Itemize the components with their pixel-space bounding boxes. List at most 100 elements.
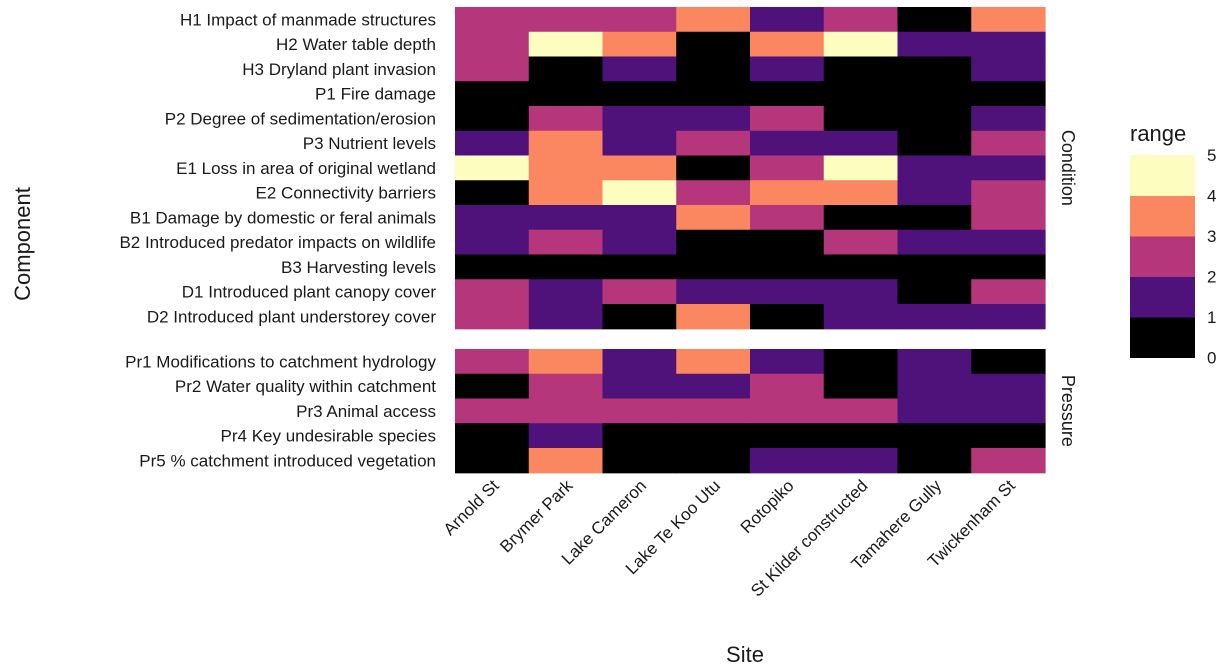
heatmap-cell bbox=[455, 31, 530, 58]
heatmap-cell bbox=[602, 31, 677, 58]
heatmap-cell bbox=[676, 349, 751, 375]
legend-tick-label: 1 bbox=[1207, 308, 1216, 327]
heatmap-cell bbox=[823, 106, 899, 132]
heatmap-cell bbox=[676, 106, 751, 132]
heatmap-cell bbox=[823, 304, 899, 330]
heatmap-cell bbox=[602, 205, 677, 231]
heatmap-cell bbox=[897, 398, 972, 424]
heatmap-cell bbox=[455, 304, 530, 330]
heatmap-cell bbox=[823, 31, 899, 58]
heatmap-cell bbox=[676, 279, 751, 305]
heatmap-cell bbox=[528, 130, 604, 157]
heatmap-cell bbox=[750, 423, 825, 449]
heatmap-cell bbox=[897, 180, 972, 206]
heatmap-cell bbox=[528, 205, 604, 231]
heatmap-cell bbox=[897, 349, 972, 375]
legend-tick-label: 2 bbox=[1207, 268, 1216, 287]
facet-strip-label: Pressure bbox=[1058, 375, 1078, 447]
heatmap-cell bbox=[897, 7, 972, 33]
heatmap-cell bbox=[823, 7, 899, 33]
heatmap-cell bbox=[897, 130, 972, 157]
legend-swatch bbox=[1130, 155, 1195, 196]
heatmap-cell bbox=[455, 205, 530, 231]
heatmap-cell bbox=[602, 304, 677, 330]
column-label: Rotopiko bbox=[737, 476, 798, 537]
legend-swatch bbox=[1130, 276, 1195, 318]
row-label: P2 Degree of sedimentation/erosion bbox=[165, 109, 436, 128]
heatmap-cell bbox=[750, 205, 825, 231]
heatmap-cell bbox=[455, 254, 530, 280]
heatmap-cell bbox=[455, 398, 530, 424]
legend-tick-label: 3 bbox=[1207, 227, 1216, 246]
heatmap-cell bbox=[823, 81, 899, 107]
heatmap-cell bbox=[528, 7, 604, 33]
heatmap-cell bbox=[750, 304, 825, 330]
heatmap-cell bbox=[750, 448, 825, 474]
row-label: B3 Harvesting levels bbox=[281, 258, 436, 277]
heatmap-cell bbox=[897, 373, 972, 400]
column-label: Arnold St bbox=[440, 476, 503, 539]
heatmap-cell bbox=[750, 155, 825, 181]
row-label: B1 Damage by domestic or feral animals bbox=[130, 208, 436, 227]
row-label: D1 Introduced plant canopy cover bbox=[182, 283, 437, 302]
heatmap-cell bbox=[455, 229, 530, 256]
row-label: D2 Introduced plant understorey cover bbox=[147, 307, 437, 326]
heatmap-cell bbox=[455, 423, 530, 449]
heatmap-cell bbox=[676, 398, 751, 424]
heatmap-cell bbox=[971, 180, 1046, 206]
heatmap-cell bbox=[897, 423, 972, 449]
heatmap-cell bbox=[823, 205, 899, 231]
y-axis-title: Component bbox=[10, 187, 35, 301]
heatmap-cell bbox=[455, 349, 530, 375]
row-label: P3 Nutrient levels bbox=[303, 134, 436, 153]
heatmap-cell bbox=[602, 81, 677, 107]
heatmap-cell bbox=[528, 229, 604, 256]
heatmap-cell bbox=[528, 56, 604, 82]
heatmap-cell bbox=[750, 81, 825, 107]
heatmap-cell bbox=[823, 155, 899, 181]
row-label: H3 Dryland plant invasion bbox=[242, 60, 436, 79]
heatmap-cell bbox=[750, 130, 825, 157]
heatmap-cell bbox=[602, 229, 677, 256]
heatmap-cell bbox=[602, 7, 677, 33]
heatmap-cell bbox=[676, 373, 751, 400]
heatmap-cell bbox=[750, 31, 825, 58]
facet-strips: Condition Pressure bbox=[1058, 130, 1078, 447]
row-labels: H1 Impact of manmade structures H2 Water … bbox=[119, 10, 436, 470]
heatmap-cell bbox=[750, 56, 825, 82]
heatmap-cell bbox=[971, 448, 1046, 474]
heatmap-cell bbox=[676, 254, 751, 280]
heatmap-cell bbox=[528, 398, 604, 424]
heatmap-cell bbox=[528, 373, 604, 400]
heatmap-cell bbox=[602, 130, 677, 157]
heatmap-cell bbox=[823, 130, 899, 157]
heatmap-cell bbox=[823, 423, 899, 449]
heatmap-cell bbox=[823, 56, 899, 82]
heatmap-cell bbox=[971, 349, 1046, 375]
x-axis-title: Site bbox=[726, 642, 764, 667]
legend-tick-label: 0 bbox=[1207, 349, 1216, 368]
legend: range 5 4 3 2 1 0 bbox=[1130, 121, 1216, 368]
heatmap-cell bbox=[676, 7, 751, 33]
row-label: Pr4 Key undesirable species bbox=[221, 427, 436, 446]
heatmap-cell bbox=[676, 31, 751, 58]
heatmap-cell bbox=[455, 373, 530, 400]
heatmap-cell bbox=[897, 448, 972, 474]
heatmap-cell bbox=[750, 106, 825, 132]
row-label: Pr3 Animal access bbox=[296, 402, 436, 421]
legend-tick-label: 4 bbox=[1207, 187, 1216, 206]
heatmap-cell bbox=[750, 398, 825, 424]
heatmap-cell bbox=[676, 304, 751, 330]
heatmap-cell bbox=[528, 31, 604, 58]
column-label: Brymer Park bbox=[496, 476, 577, 557]
heatmap-cell bbox=[897, 106, 972, 132]
heatmap-cell bbox=[971, 279, 1046, 305]
heatmap-cells bbox=[455, 7, 1046, 474]
heatmap-cell bbox=[750, 7, 825, 33]
heatmap-cell bbox=[897, 279, 972, 305]
heatmap-cell bbox=[676, 205, 751, 231]
heatmap-cell bbox=[823, 279, 899, 305]
heatmap-cell bbox=[897, 229, 972, 256]
heatmap-cell bbox=[602, 180, 677, 206]
